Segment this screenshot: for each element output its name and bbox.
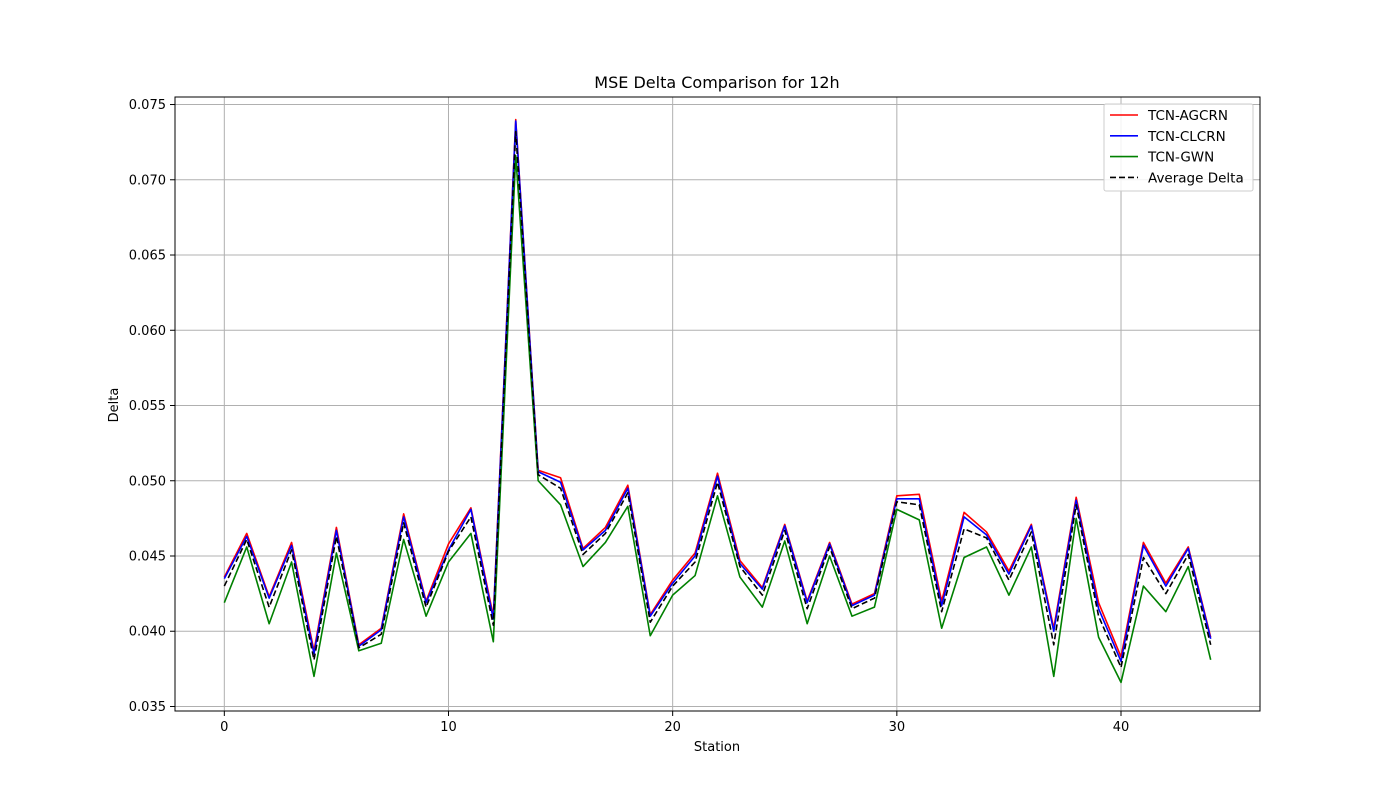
y-tick-label: 0.045: [129, 549, 166, 564]
chart-title: MSE Delta Comparison for 12h: [594, 73, 839, 92]
x-tick-label: 40: [1113, 720, 1130, 735]
legend-label: TCN-CLCRN: [1147, 129, 1226, 145]
y-axis-label: Delta: [107, 388, 122, 423]
legend-box: [1103, 103, 1254, 192]
legend-label: TCN-AGCRN: [1147, 108, 1228, 124]
legend-label: Average Delta: [1148, 170, 1244, 186]
y-tick-label: 0.035: [129, 700, 166, 715]
legend-label: TCN-GWN: [1147, 150, 1214, 166]
x-tick-label: 10: [440, 720, 457, 735]
y-tick-label: 0.065: [129, 249, 166, 264]
x-axis-ticks: 0 10 20 30 40: [220, 711, 1129, 735]
series-line-tcn-clcrn: [223, 120, 1212, 663]
y-axis-ticks: 0.035 0.040 0.045 0.050 0.055 0.060 0.065 0.070…: [129, 98, 175, 715]
x-tick-label: 30: [889, 720, 906, 735]
y-tick-label: 0.070: [129, 173, 166, 188]
series-lines: [223, 118, 1212, 684]
series-line-tcn-gwn: [223, 154, 1212, 684]
y-tick-label: 0.050: [129, 474, 166, 489]
x-tick-label: 0: [220, 720, 228, 735]
x-tick-label: 20: [664, 720, 681, 735]
y-tick-label: 0.055: [129, 399, 166, 414]
grid: [175, 97, 1260, 711]
y-tick-label: 0.040: [129, 625, 166, 640]
x-axis-label: Station: [694, 740, 740, 755]
plot-area-frame: [174, 96, 1261, 712]
series-line-average-delta: [223, 130, 1212, 669]
y-tick-label: 0.060: [129, 324, 166, 339]
legend: TCN-AGCRN TCN-CLCRN TCN-GWN Average Delta: [1103, 103, 1254, 192]
y-tick-label: 0.075: [129, 98, 166, 113]
